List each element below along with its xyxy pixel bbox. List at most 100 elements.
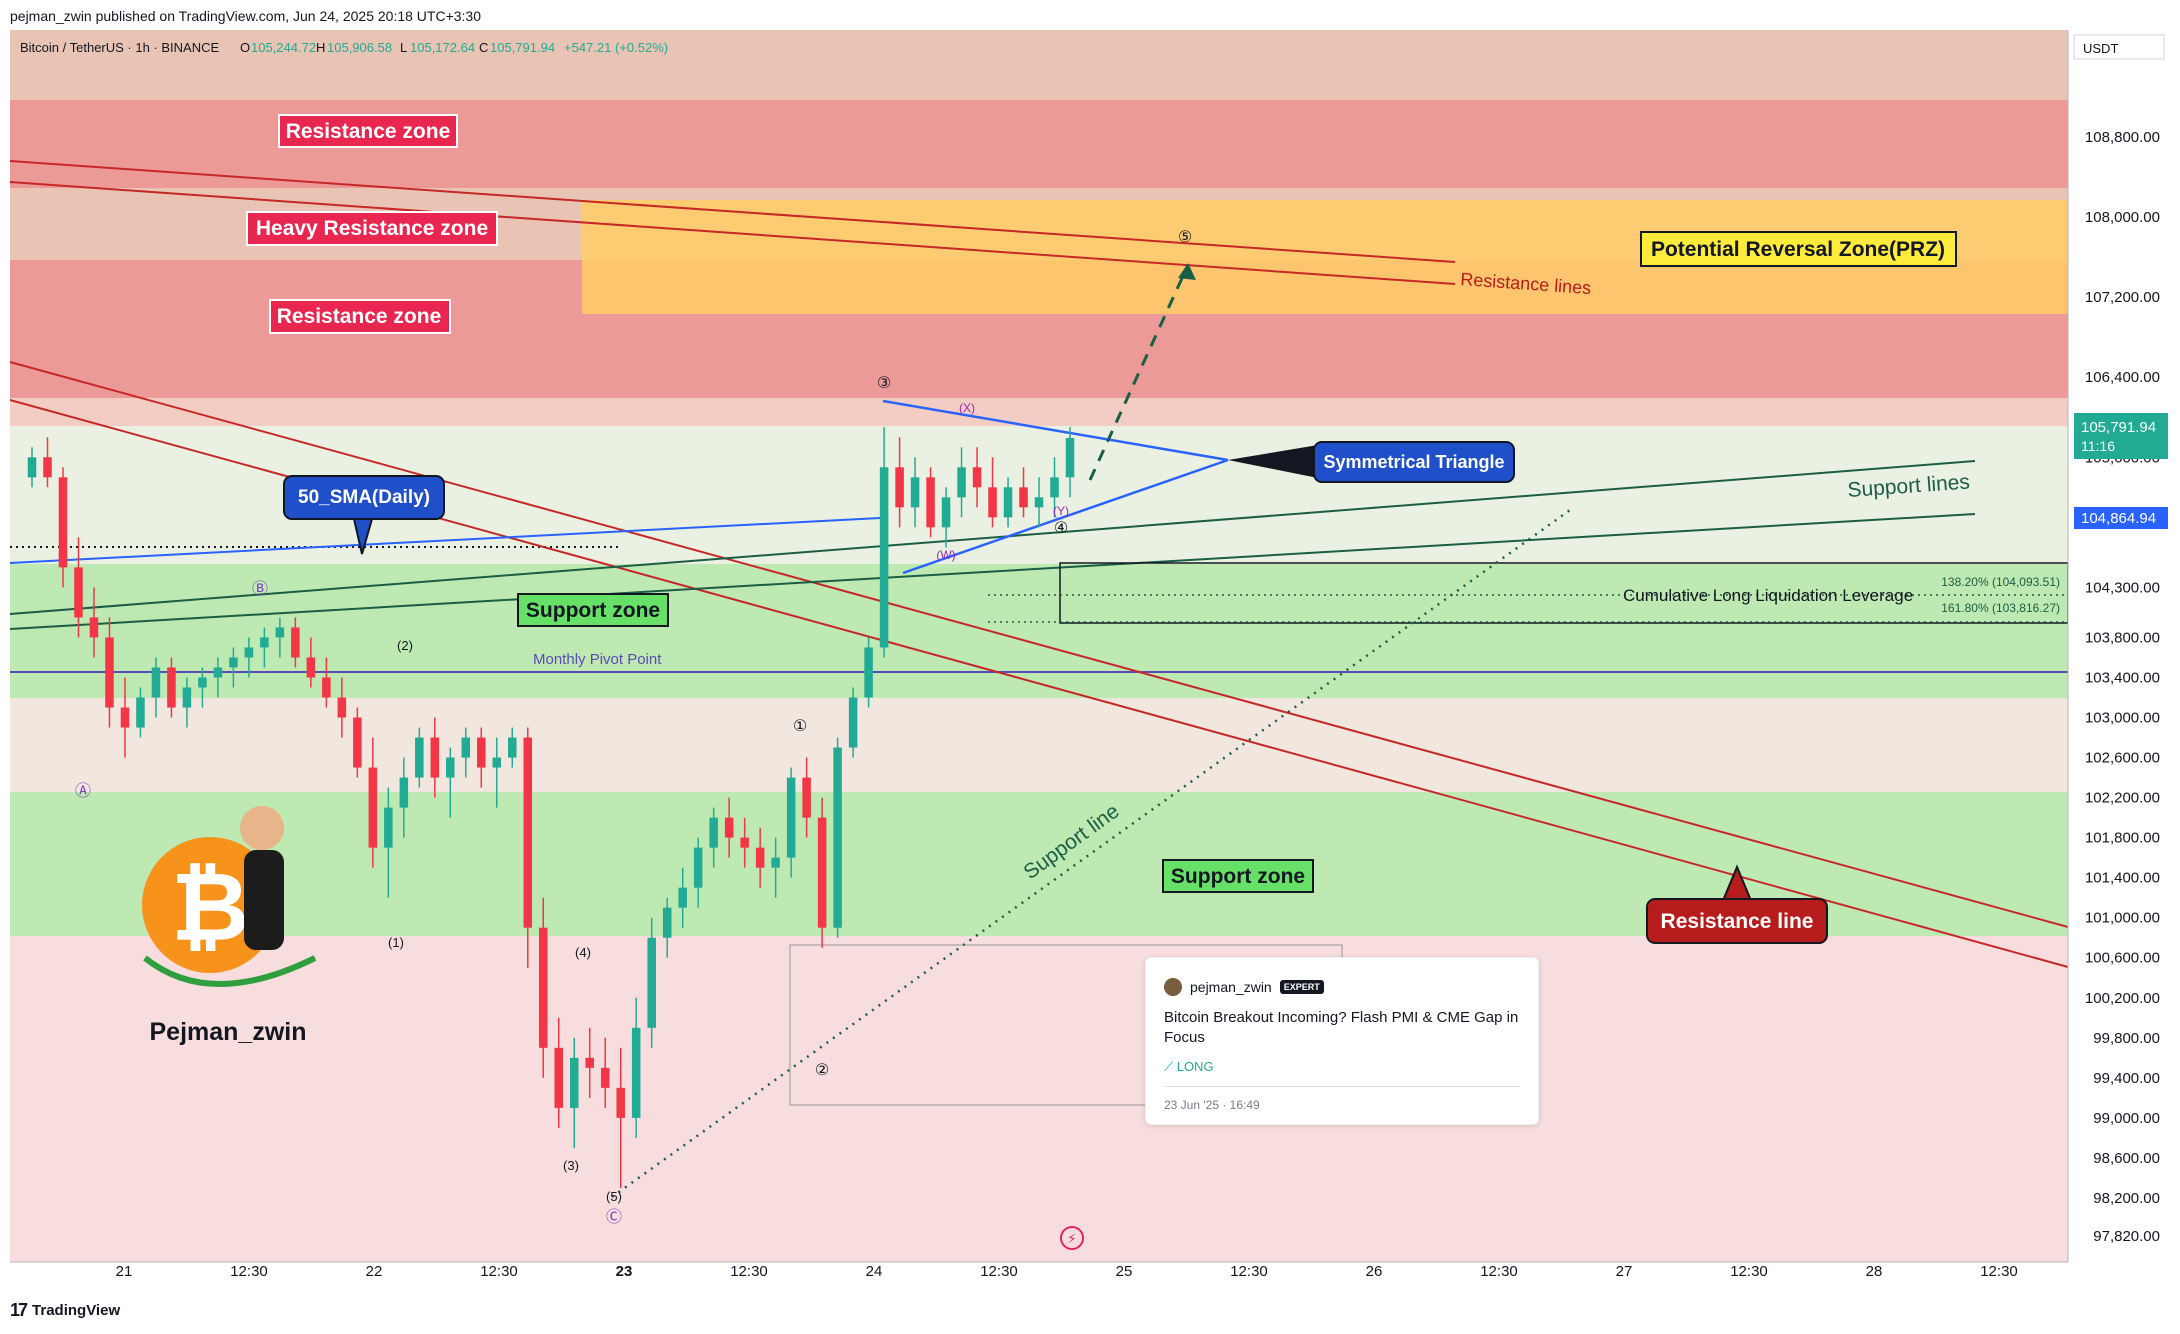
candle-body — [957, 467, 966, 498]
x-tick-label: 12:30 — [1230, 1263, 1268, 1280]
idea-date: 23 Jun '25 · 16:49 — [1164, 1098, 1260, 1112]
currency-label: USDT — [2083, 41, 2118, 56]
idea-card[interactable]: pejman_zwin EXPERT Bitcoin Breakout Inco… — [1145, 957, 1539, 1125]
candle-body — [724, 817, 734, 838]
resistance-line-long-1 — [9, 361, 2069, 928]
candle-body — [353, 717, 362, 768]
candle-body — [136, 697, 145, 728]
candle-body — [817, 817, 827, 928]
legend-change: +547.21 (+0.52%) — [564, 40, 668, 55]
tradingview-logo[interactable]: 17 TradingView — [10, 1300, 120, 1321]
monthly-pivot-label: Monthly Pivot Point — [533, 651, 662, 668]
candle-body — [74, 567, 83, 618]
candle-body — [647, 937, 656, 1028]
y-tick-label: 108,800.00 — [2085, 129, 2160, 146]
lower-band — [10, 936, 2068, 1292]
candle-body — [213, 667, 223, 678]
wave-x: (X) — [959, 401, 975, 415]
candle-body — [477, 737, 486, 768]
triangle-callout-pointer — [1228, 445, 1318, 478]
candle-body — [430, 737, 440, 778]
wave-c3: ③ — [877, 375, 891, 392]
candle-body — [384, 807, 393, 848]
candle-body — [105, 637, 114, 708]
wave-labels: Ⓐ Ⓑ Ⓒ (1) (2) (3) (4) (5) ① ② ③ ④ ⑤ (W) … — [75, 229, 1192, 1226]
fib-138-label: 138.20% (104,093.51) — [1941, 575, 2060, 589]
candle-body — [1065, 438, 1075, 478]
idea-title[interactable]: Bitcoin Breakout Incoming? Flash PMI & C… — [1164, 1009, 1519, 1046]
legend-open: 105,244.72 — [251, 40, 316, 55]
y-tick-label: 99,800.00 — [2093, 1030, 2160, 1047]
legend-close-label: C — [479, 40, 488, 55]
marker-price-tag — [2074, 507, 2168, 529]
fib-161-label: 161.80% (103,816.27) — [1941, 601, 2060, 615]
y-tick-label: 98,600.00 — [2093, 1150, 2160, 1167]
candle-body — [616, 1087, 625, 1118]
x-tick-label: 12:30 — [480, 1263, 518, 1280]
x-tick-label: 28 — [1866, 1263, 1883, 1280]
countdown-label: 11:16 — [2081, 438, 2115, 454]
candle-body — [306, 657, 316, 678]
candle-body — [322, 677, 331, 698]
y-tick-label: 108,000.00 — [2085, 209, 2160, 226]
legend-low-label: L — [400, 40, 407, 55]
x-tick-label: 23 — [616, 1263, 633, 1280]
candle-body — [802, 777, 811, 818]
idea-card-divider — [1164, 1086, 1520, 1087]
tradingview-logo-text: TradingView — [32, 1302, 121, 1319]
idea-author[interactable]: pejman_zwin — [1190, 979, 1272, 995]
candle-body — [833, 747, 842, 928]
x-tick-label: 12:30 — [1980, 1263, 2018, 1280]
y-tick-label: 100,200.00 — [2085, 990, 2160, 1007]
x-tick-label: 21 — [116, 1263, 133, 1280]
lightning-glyph: ⚡ — [1067, 1231, 1076, 1246]
sma-line — [9, 517, 881, 564]
y-tick-label: 100,600.00 — [2085, 950, 2160, 967]
wave-c4: ④ — [1054, 520, 1068, 537]
candle-body — [693, 847, 703, 888]
candle-body — [58, 477, 68, 568]
candle-body — [1034, 497, 1044, 508]
candle-body — [569, 1057, 579, 1108]
candle-body — [461, 737, 471, 758]
x-tick-label: 12:30 — [1730, 1263, 1768, 1280]
y-tick-label: 106,400.00 — [2085, 369, 2160, 386]
resistance-zone-edge-band — [10, 398, 2068, 426]
legend-low: 105,172.64 — [410, 40, 475, 55]
x-tick-label: 22 — [366, 1263, 383, 1280]
candle-body — [538, 927, 548, 1048]
support-line-upper — [9, 460, 1976, 615]
candle-body — [988, 487, 997, 518]
brand-name: Pejman_zwin — [150, 1018, 307, 1046]
candle-body — [771, 857, 780, 868]
brand-logo: ₿ Pejman_zwin — [142, 806, 317, 1046]
candle-body — [368, 767, 378, 848]
candle-body — [508, 737, 517, 758]
wave-i1: (1) — [388, 935, 404, 950]
triangle-upper-line — [882, 399, 1229, 462]
candle-body — [895, 467, 904, 508]
resistance-zone-mid-tag — [269, 299, 451, 334]
resistance-zone-top-tag — [278, 114, 458, 148]
candle-body — [198, 677, 207, 688]
y-tick-label: 103,800.00 — [2085, 629, 2160, 646]
neutral-band-mid — [10, 698, 2068, 792]
currency-box — [2073, 34, 2165, 60]
brand-swoosh-icon — [143, 955, 317, 987]
price-axis — [2068, 30, 2180, 1292]
candle-body — [678, 887, 687, 908]
candle-body — [43, 457, 52, 478]
y-tick-label: 98,200.00 — [2093, 1190, 2160, 1207]
x-tick-label: 12:30 — [980, 1263, 1018, 1280]
wave-a: Ⓐ — [75, 782, 91, 800]
resistance-line-2 — [9, 181, 1456, 285]
candle-body — [229, 657, 238, 668]
y-tick-label: 102,200.00 — [2085, 790, 2160, 807]
tradingview-mark-icon: 17 — [10, 1300, 28, 1320]
time-axis-ticks: 21 12:30 22 12:30 23 12:30 24 12:30 25 12:30 26 12:… — [116, 1263, 2018, 1280]
marker-price-label: 104,864.94 — [2081, 510, 2156, 527]
x-tick-label: 12:30 — [730, 1263, 768, 1280]
x-tick-label: 12:30 — [230, 1263, 268, 1280]
y-tick-label: 99,400.00 — [2093, 1070, 2160, 1087]
